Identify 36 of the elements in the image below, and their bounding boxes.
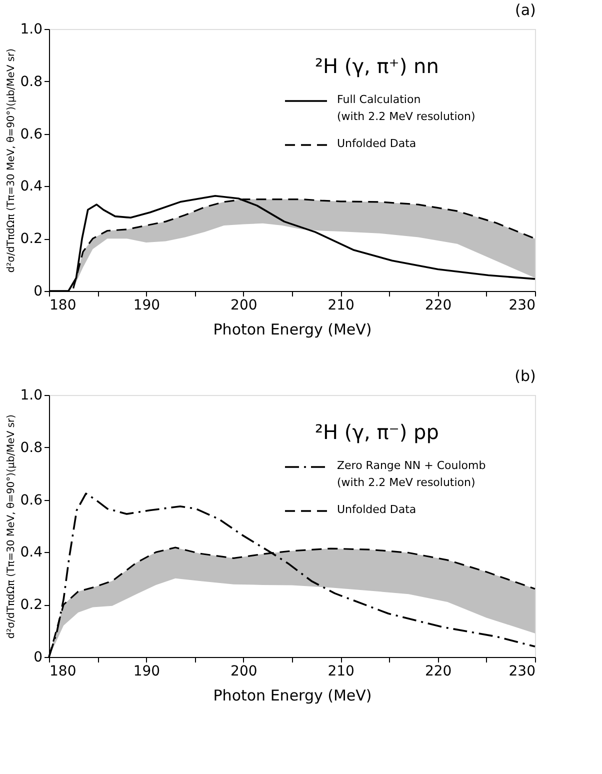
- y-tick-label: 1.0: [20, 388, 42, 404]
- x-tick-label: 220: [424, 298, 452, 314]
- chart-title: (a): [514, 1, 536, 19]
- x-tick-label: 210: [328, 664, 354, 680]
- y-tick-label: 0: [34, 650, 42, 666]
- x-axis-title: Photon Energy (MeV): [213, 686, 372, 704]
- x-tick-label: 190: [133, 298, 160, 314]
- legend-label: Unfolded Data: [337, 503, 416, 516]
- y-tick-label: 0.8: [20, 74, 42, 90]
- y-tick-label: 0.8: [20, 440, 42, 456]
- x-tick-label: 190: [133, 664, 160, 680]
- legend-label: Zero Range NN + Coulomb (with 2.2 MeV resolution): [337, 459, 486, 489]
- y-tick-label: 0.4: [20, 544, 43, 561]
- legend-label: Full Calculation (with 2.2 MeV resolution): [337, 93, 476, 123]
- y-tick-label: 0.2: [20, 597, 42, 614]
- y-axis-title: d²σ/dTπdΩπ (Tπ=30 MeV, θ=90°)(μb/MeV sr): [6, 48, 18, 273]
- x-tick-label: 200: [230, 298, 258, 314]
- y-tick-label: 0: [34, 284, 42, 300]
- x-tick-label: 230: [508, 298, 536, 314]
- x-tick-label: 180: [50, 298, 76, 314]
- x-tick-label: 180: [50, 664, 76, 680]
- chart-title: (b): [514, 367, 536, 385]
- x-tick-label: 220: [424, 664, 452, 680]
- x-tick-label: 200: [230, 664, 258, 680]
- y-tick-label: 0.6: [20, 492, 43, 508]
- y-tick-label: 0.4: [20, 178, 43, 195]
- x-tick-label: 230: [508, 664, 536, 680]
- y-axis-title: d²σ/dTπdΩπ (Tπ=30 MeV, θ=90°)(μb/MeV sr): [6, 414, 18, 639]
- x-tick-label: 210: [328, 298, 354, 314]
- x-axis-title: Photon Energy (MeV): [213, 320, 372, 338]
- annotation: ²H (γ, π⁻) pp: [315, 420, 439, 444]
- annotation: ²H (γ, π⁺) nn: [315, 54, 439, 78]
- y-tick-label: 0.2: [20, 231, 42, 248]
- legend-label: Unfolded Data: [337, 137, 416, 150]
- y-tick-label: 1.0: [20, 22, 42, 38]
- y-tick-label: 0.6: [20, 126, 43, 142]
